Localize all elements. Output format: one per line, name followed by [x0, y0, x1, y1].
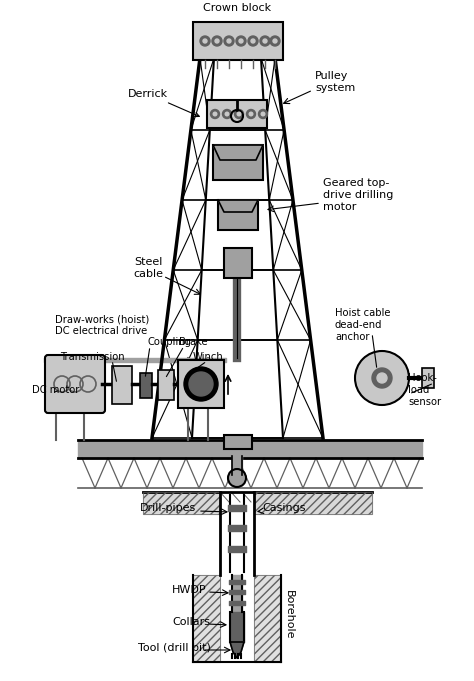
Circle shape	[260, 36, 270, 46]
Circle shape	[372, 368, 392, 388]
FancyBboxPatch shape	[218, 200, 258, 230]
Text: Geared top-
drive drilling
motor: Geared top- drive drilling motor	[323, 178, 393, 212]
Circle shape	[239, 39, 243, 43]
Text: Hook-
load
sensor: Hook- load sensor	[408, 373, 441, 407]
FancyBboxPatch shape	[213, 145, 263, 180]
Circle shape	[213, 112, 217, 116]
Circle shape	[203, 39, 207, 43]
Circle shape	[210, 110, 219, 118]
Text: Hoist cable
dead-end
anchor: Hoist cable dead-end anchor	[335, 308, 391, 342]
Text: Pulley
system: Pulley system	[315, 72, 355, 93]
FancyBboxPatch shape	[224, 248, 252, 278]
Circle shape	[184, 367, 218, 401]
Text: Draw-works (hoist)
DC electrical drive: Draw-works (hoist) DC electrical drive	[55, 314, 149, 336]
Text: Coupling: Coupling	[148, 337, 192, 347]
Text: Crown block: Crown block	[203, 3, 271, 13]
Polygon shape	[218, 200, 258, 212]
Circle shape	[215, 39, 219, 43]
Circle shape	[224, 36, 234, 46]
Text: HWDP: HWDP	[172, 585, 207, 595]
FancyBboxPatch shape	[158, 370, 174, 400]
Text: Steel
cable: Steel cable	[133, 257, 163, 279]
Circle shape	[227, 39, 231, 43]
Circle shape	[225, 112, 229, 116]
Circle shape	[273, 39, 277, 43]
Text: Winch: Winch	[193, 352, 224, 362]
Polygon shape	[230, 642, 244, 658]
FancyBboxPatch shape	[45, 355, 105, 413]
FancyBboxPatch shape	[207, 100, 267, 128]
Circle shape	[249, 112, 253, 116]
Polygon shape	[254, 575, 281, 662]
Circle shape	[237, 112, 241, 116]
Text: Brake: Brake	[179, 337, 208, 347]
Circle shape	[212, 36, 222, 46]
FancyBboxPatch shape	[224, 435, 252, 449]
FancyBboxPatch shape	[193, 22, 283, 60]
Polygon shape	[193, 575, 220, 662]
Text: Tool (drill bit): Tool (drill bit)	[138, 643, 211, 653]
Circle shape	[270, 36, 280, 46]
Circle shape	[261, 112, 265, 116]
FancyBboxPatch shape	[140, 373, 152, 398]
Circle shape	[355, 351, 409, 405]
Polygon shape	[254, 492, 372, 514]
Circle shape	[377, 373, 387, 383]
Polygon shape	[143, 492, 220, 514]
Circle shape	[235, 110, 244, 118]
Text: Transmission: Transmission	[60, 352, 125, 362]
Text: DC motor: DC motor	[32, 385, 79, 395]
Text: Borehole: Borehole	[284, 590, 294, 639]
Circle shape	[200, 36, 210, 46]
FancyBboxPatch shape	[178, 360, 224, 408]
Polygon shape	[213, 145, 263, 160]
Text: Casings: Casings	[262, 503, 306, 513]
FancyBboxPatch shape	[112, 366, 132, 404]
Text: Collars: Collars	[172, 617, 210, 627]
Circle shape	[228, 469, 246, 487]
Circle shape	[236, 36, 246, 46]
Circle shape	[258, 110, 267, 118]
Text: Drill-pipes: Drill-pipes	[140, 503, 196, 513]
Circle shape	[246, 110, 255, 118]
Circle shape	[263, 39, 267, 43]
Circle shape	[251, 39, 255, 43]
Circle shape	[248, 36, 258, 46]
FancyBboxPatch shape	[422, 368, 434, 388]
Text: Derrick: Derrick	[128, 89, 199, 116]
Circle shape	[189, 372, 213, 396]
Circle shape	[222, 110, 231, 118]
